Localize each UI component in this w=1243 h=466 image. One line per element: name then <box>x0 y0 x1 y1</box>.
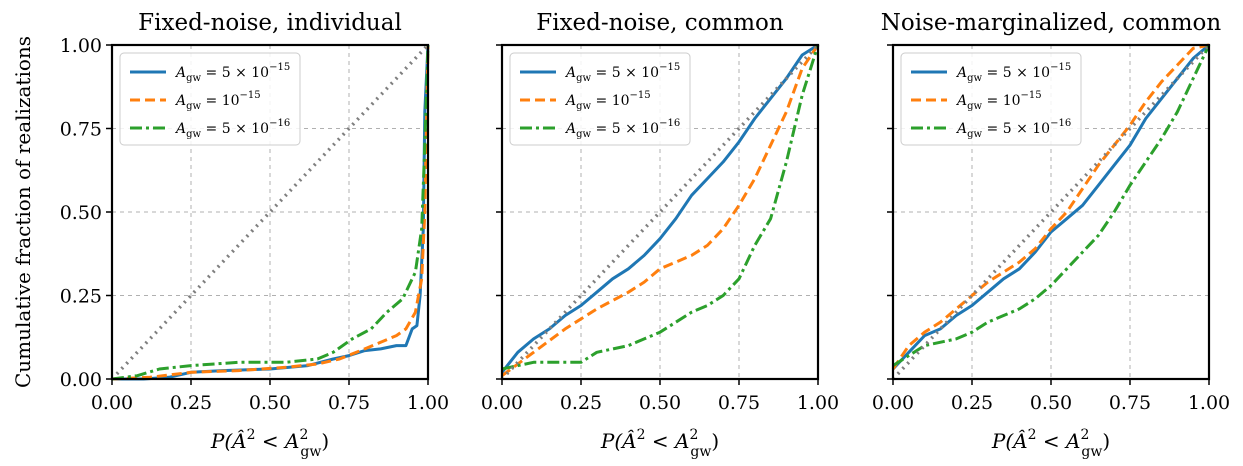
legend-box <box>509 52 691 146</box>
legend-entry: Agw = 5 × 10−15 <box>955 62 1071 84</box>
panel-3: 0.00 0.25 0.50 0.75 1.00 Noise-marginalized, … <box>872 10 1230 460</box>
x-tick-label: 0.25 <box>560 392 602 414</box>
x-tick-label: 0.50 <box>249 392 291 414</box>
x-axis-label: P(Â2 < A2 gw) <box>991 427 1110 460</box>
x-tick-label: 0.00 <box>91 392 133 414</box>
series-line-2 <box>501 44 820 377</box>
legend-entry: Agw = 5 × 10−15 <box>564 62 680 84</box>
panel-title: Fixed-noise, common <box>536 10 784 36</box>
x-tick-label: 0.50 <box>639 392 681 414</box>
x-tick-label: 1.00 <box>407 392 449 414</box>
legend-entry: Agw = 10−15 <box>955 90 1042 112</box>
legend-entry: Agw = 10−15 <box>564 90 651 112</box>
x-tick-label: 0.75 <box>328 392 370 414</box>
series-line-2 <box>891 43 1210 370</box>
y-tick-label: 0.25 <box>60 286 102 308</box>
legend: Agw = 5 × 10−15 Agw = 10−15 Agw = 5 × 10−1… <box>900 52 1082 146</box>
series-line-3 <box>111 44 430 381</box>
x-tick-label: 0.50 <box>1030 392 1072 414</box>
x-tick-label: 0.75 <box>1109 392 1151 414</box>
x-axis-label: P(Â2 < A2 gw) <box>210 427 329 460</box>
y-tick-label: 0.50 <box>60 202 102 224</box>
legend-entry: Agw = 10−15 <box>174 90 261 112</box>
x-tick-label: 1.00 <box>797 392 839 414</box>
x-tick-label: 1.00 <box>1188 392 1230 414</box>
series-line-3 <box>892 44 1211 367</box>
legend-entry: Agw = 5 × 10−16 <box>955 118 1071 140</box>
series-line-2 <box>111 44 430 381</box>
panel-title: Noise-marginalized, common <box>881 10 1222 36</box>
y-tick-label: 0.75 <box>60 119 102 141</box>
x-axis-label: P(Â2 < A2 gw) <box>600 427 719 460</box>
legend: Agw = 5 × 10−15 Agw = 10−15 Agw = 5 × 10−1… <box>119 52 301 146</box>
x-tick-label: 0.00 <box>481 392 523 414</box>
legend-entry: Agw = 5 × 10−15 <box>174 62 290 84</box>
series-line-1 <box>891 43 1210 371</box>
x-tick-label: 0.25 <box>170 392 212 414</box>
legend-box <box>119 52 301 146</box>
panel-1: 0.00 0.25 0.50 0.75 1.00 0.00 0.25 0.50 0.75 1.00… <box>60 10 449 460</box>
x-tick-label: 0.00 <box>872 392 914 414</box>
y-tick-label: 0.00 <box>60 369 102 391</box>
x-tick-label: 0.25 <box>951 392 993 414</box>
series-line-1 <box>500 43 819 374</box>
y-axis-label: Cumulative fraction of realizations <box>11 36 35 388</box>
legend-entry: Agw = 5 × 10−16 <box>564 118 680 140</box>
x-tick-label: 0.75 <box>718 392 760 414</box>
series-line-3 <box>501 44 820 371</box>
y-tick-label: 1.00 <box>60 35 102 57</box>
panel-2: 0.00 0.25 0.50 0.75 1.00 Fixed-noise, common P… <box>481 10 839 460</box>
legend-box <box>900 52 1082 146</box>
legend-entry: Agw = 5 × 10−16 <box>174 118 290 140</box>
panel-title: Fixed-noise, individual <box>138 10 402 36</box>
legend: Agw = 5 × 10−15 Agw = 10−15 Agw = 5 × 10−1… <box>509 52 691 146</box>
